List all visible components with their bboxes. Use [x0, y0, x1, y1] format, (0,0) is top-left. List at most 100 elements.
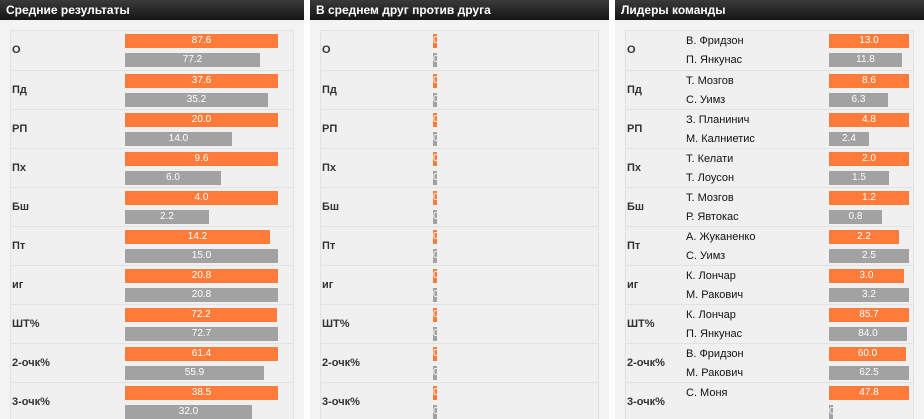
stat-label: О: [627, 44, 636, 56]
bar-cell: 0: [433, 34, 593, 48]
leader-player-a[interactable]: Т. Келати: [686, 153, 734, 165]
bar-cell: 14.0: [125, 132, 278, 146]
stat-label: 3-очк%: [322, 396, 360, 408]
bar-cell: 84.0: [829, 327, 909, 341]
bar-cell: 20.8: [125, 269, 278, 283]
bar-cell: 1.5: [829, 171, 909, 185]
bar-team-b: 77.2: [125, 53, 260, 67]
bar-team-a: 47.8: [829, 386, 909, 400]
stat-row: Пт А. Жуканенко С. Уимз 2.2 2.5: [625, 226, 914, 265]
bar-cell: 0: [433, 152, 593, 166]
bar-team-a: 4.8: [829, 113, 909, 127]
bar-cell: 14.2: [125, 230, 278, 244]
leader-player-b[interactable]: С. Уимз: [686, 94, 726, 106]
bar-cell: 0: [433, 308, 593, 322]
panel-head-to-head: В среднем друг против друга О 0 0 Пд 0 0 РП 0 0 П…: [310, 0, 609, 419]
bar-cell: 2.0: [829, 152, 909, 166]
stat-row: ШТ% 72.2 72.7: [10, 304, 294, 343]
bar-cell: 4.0: [125, 191, 278, 205]
bar-cell: 20.8: [125, 288, 278, 302]
bar-cell: 2.5: [829, 249, 909, 263]
stat-label: 2-очк%: [322, 357, 360, 369]
stat-label: Бш: [322, 201, 340, 213]
bar-team-a: 0: [433, 74, 437, 88]
bar-cell: 77.2: [125, 53, 278, 67]
bar-team-a: 87.6: [125, 34, 278, 48]
bar-team-b: 2.5: [829, 249, 909, 263]
leader-player-a[interactable]: В. Фридзон: [686, 348, 744, 360]
stat-label: иг: [322, 279, 334, 291]
stat-row: Пд 0 0: [320, 70, 599, 109]
bar-team-b: 0: [433, 132, 437, 146]
bar-cell: 32.0: [125, 405, 278, 419]
bar-cell: 0: [433, 347, 593, 361]
bar-cell: 47.8: [829, 386, 909, 400]
leader-player-b[interactable]: П. Янкунас: [686, 54, 743, 66]
bar-team-a: 14.2: [125, 230, 270, 244]
stat-row: Бш Т. Мозгов Р. Явтокас 1.2 0.8: [625, 187, 914, 226]
bar-team-a: 60.0: [829, 347, 906, 361]
bar-cell: 2.4: [829, 132, 909, 146]
bar-team-a: 1.2: [829, 191, 909, 205]
leader-player-a[interactable]: К. Лончар: [686, 309, 736, 321]
bar-team-b: 1.5: [829, 171, 889, 185]
bar-team-b: 35.2: [125, 93, 268, 107]
bar-cell: 0: [433, 74, 593, 88]
bar-cell: 0: [433, 386, 593, 400]
bar-cell: 72.2: [125, 308, 278, 322]
stat-rows: О 87.6 77.2 Пд 37.6 35.2 РП 20.0 14.0 Пх 9.6 6.0 Бш 4…: [10, 30, 294, 419]
bar-cell: 0: [433, 249, 593, 263]
stat-row: Пд Т. Мозгов С. Уимз 8.6 6.3: [625, 70, 914, 109]
leader-player-a[interactable]: А. Жуканенко: [686, 231, 756, 243]
bar-cell: 2.2: [125, 210, 278, 224]
bar-team-a: 37.6: [125, 74, 278, 88]
leader-player-a[interactable]: К. Лончар: [686, 270, 736, 282]
bar-team-b: 11.8: [829, 53, 902, 67]
bar-cell: 8.6: [829, 74, 909, 88]
panel-averages: Средние результаты О 87.6 77.2 Пд 37.6 35.2 РП…: [0, 0, 304, 419]
stat-row: 3-очк% 0 0: [320, 382, 599, 419]
leader-player-b[interactable]: П. Янкунас: [686, 328, 743, 340]
leader-player-a[interactable]: Т. Мозгов: [686, 75, 734, 87]
bar-team-b: 0: [433, 210, 437, 224]
stat-label: РП: [12, 123, 28, 135]
bar-team-b: 15.0: [125, 249, 278, 263]
bar-team-b: 0: [433, 366, 437, 380]
leader-player-b[interactable]: Т. Лоусон: [686, 172, 735, 184]
leader-player-b[interactable]: С. Уимз: [686, 250, 726, 262]
stat-row: иг 0 0: [320, 265, 599, 304]
panel-leaders: Лидеры команды О В. Фридзон П. Янкунас 13.0…: [615, 0, 924, 419]
stat-label: Пх: [322, 162, 337, 174]
bar-cell: 0.0: [829, 405, 909, 419]
bar-cell: 55.9: [125, 366, 278, 380]
bar-cell: 35.2: [125, 93, 278, 107]
leader-player-b[interactable]: М. Ракович: [686, 367, 744, 379]
stat-row: РП 0 0: [320, 109, 599, 148]
bar-team-b: 0: [433, 288, 437, 302]
bar-team-a: 0: [433, 191, 437, 205]
leader-player-a[interactable]: З. Планинич: [686, 114, 750, 126]
stat-row: 2-очк% 61.4 55.9: [10, 343, 294, 382]
leader-player-b[interactable]: Р. Явтокас: [686, 211, 739, 223]
panel-title: В среднем друг против друга: [310, 0, 609, 20]
stat-row: Бш 0 0: [320, 187, 599, 226]
stat-label: Пт: [322, 240, 336, 252]
stat-row: 3-очк% С. Моня 47.8 0.0: [625, 382, 914, 419]
leader-player-a[interactable]: Т. Мозгов: [686, 192, 734, 204]
stat-label: РП: [322, 123, 338, 135]
leader-player-b[interactable]: М. Ракович: [686, 289, 744, 301]
bar-team-b: 6.0: [125, 171, 221, 185]
leader-player-a[interactable]: С. Моня: [686, 387, 728, 399]
stat-row: 2-очк% 0 0: [320, 343, 599, 382]
stat-rows: О 0 0 Пд 0 0 РП 0 0 Пх 0 0 Бш 0 0 Пт 0 0 иг 0 0 ШТ% 0 0 2-очк% 0 0…: [320, 30, 599, 419]
leader-player-b[interactable]: М. Калниетис: [686, 133, 755, 145]
stat-label: Пд: [322, 84, 337, 96]
stat-label: О: [12, 44, 21, 56]
panel-title: Лидеры команды: [615, 0, 924, 20]
bar-team-b: 2.2: [125, 210, 209, 224]
bar-cell: 0: [433, 405, 593, 419]
bar-team-a: 61.4: [125, 347, 278, 361]
bar-cell: 20.0: [125, 113, 278, 127]
leader-player-a[interactable]: В. Фридзон: [686, 35, 744, 47]
stat-row: ШТ% 0 0: [320, 304, 599, 343]
